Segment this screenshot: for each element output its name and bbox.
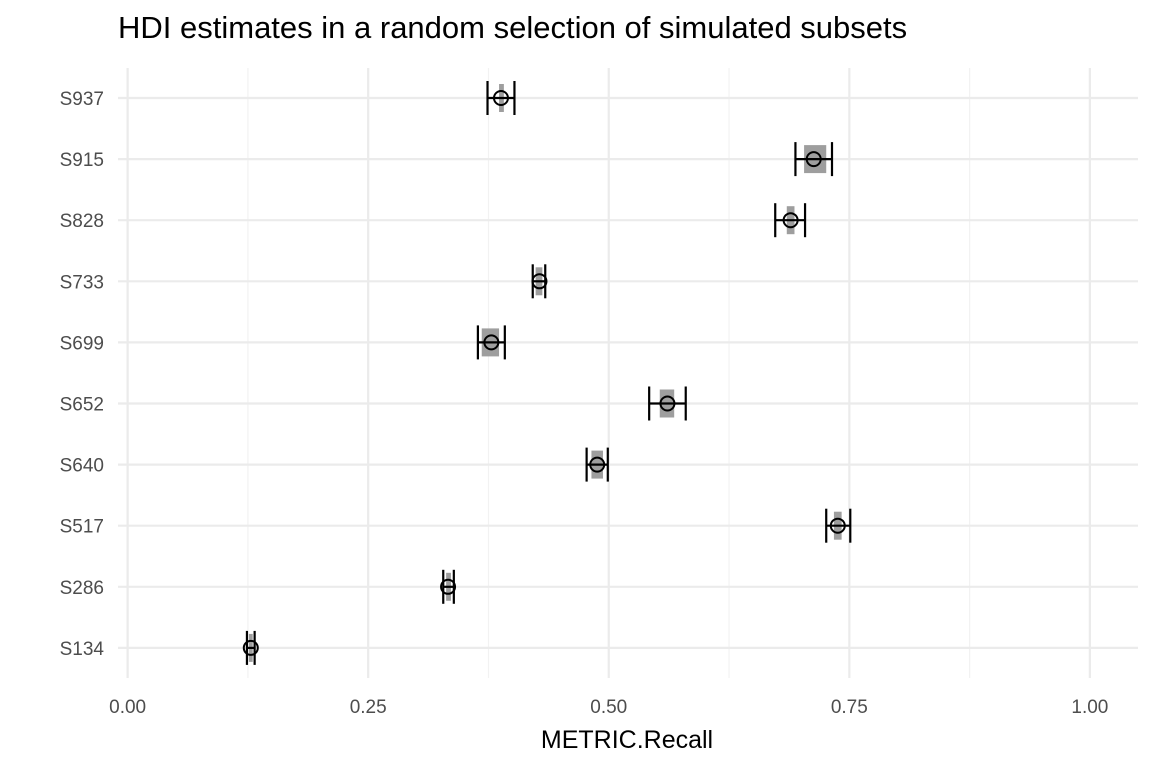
y-tick-label: S915 <box>60 150 104 171</box>
point-estimate <box>589 456 606 473</box>
y-tick-label: S640 <box>60 456 104 477</box>
grid-layer <box>118 68 1138 678</box>
point-estimate <box>782 212 799 229</box>
point-layer <box>242 90 846 656</box>
chart-title: HDI estimates in a random selection of s… <box>118 10 908 45</box>
y-tick-label: S699 <box>60 333 104 354</box>
interval-layer <box>245 81 852 665</box>
point-estimate <box>805 151 822 168</box>
x-tick-label: 1.00 <box>1071 697 1108 718</box>
point-estimate <box>483 334 500 351</box>
y-tick-label: S733 <box>60 272 104 293</box>
point-estimate <box>829 517 846 534</box>
point-estimate <box>531 273 548 290</box>
y-tick-label: S937 <box>60 89 104 110</box>
y-tick-label: S286 <box>60 578 104 599</box>
y-tick-label: S517 <box>60 517 104 538</box>
x-tick-label: 0.00 <box>109 697 146 718</box>
y-tick-label: S828 <box>60 211 104 232</box>
x-tick-label: 0.50 <box>590 697 627 718</box>
x-axis-title: METRIC.Recall <box>541 726 713 754</box>
y-tick-labels: S937 S915 S828 S733 S699 S652 S640 S517 S286 S134 <box>60 89 105 660</box>
point-estimate <box>659 395 676 412</box>
inner-band-layer <box>248 84 842 662</box>
point-estimate <box>242 639 259 656</box>
x-tick-label: 0.75 <box>831 697 868 718</box>
y-tick-label: S134 <box>60 639 105 660</box>
point-estimate <box>492 90 509 106</box>
x-tick-label: 0.25 <box>350 697 387 718</box>
x-tick-labels: 0.00 0.25 0.50 0.75 1.00 <box>109 697 1108 718</box>
point-estimate <box>440 578 457 595</box>
y-tick-label: S652 <box>60 395 104 416</box>
